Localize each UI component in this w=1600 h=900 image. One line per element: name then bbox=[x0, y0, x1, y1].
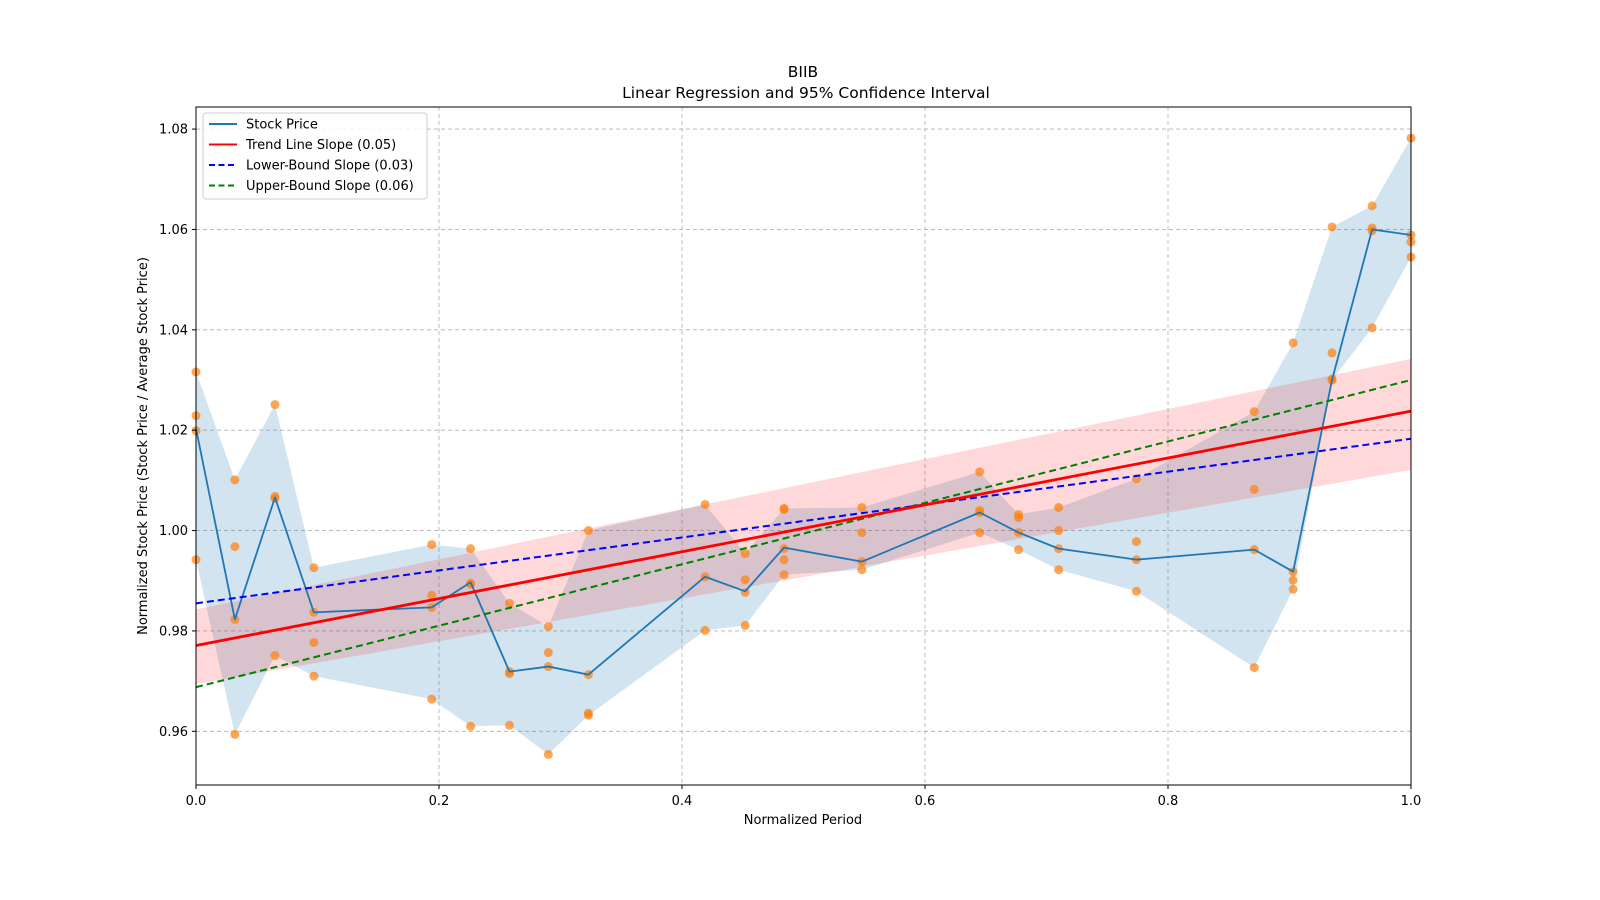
x-tick-label: 0.8 bbox=[1158, 794, 1179, 809]
trend-line bbox=[195, 409, 1412, 647]
scatter-point bbox=[1054, 526, 1064, 536]
scatter-point bbox=[270, 400, 280, 410]
y-tick-label: 0.98 bbox=[159, 624, 188, 639]
scatter-point bbox=[1327, 348, 1337, 358]
legend: Stock Price Trend Line Slope (0.05) Lower-… bbox=[202, 112, 428, 200]
line-layer bbox=[195, 228, 1412, 689]
scatter-point bbox=[740, 587, 750, 597]
scatter-point bbox=[779, 555, 789, 565]
y-axis-ticks: 0.96 0.98 1.00 1.02 1.04 1.06 1.08 bbox=[159, 123, 196, 740]
stock-price-range-band bbox=[196, 138, 1411, 755]
envelope-layer bbox=[196, 138, 1411, 755]
scatter-point bbox=[427, 694, 437, 704]
chart-subtitle: Linear Regression and 95% Confidence Int… bbox=[622, 84, 990, 102]
legend-label: Upper-Bound Slope (0.06) bbox=[246, 179, 414, 194]
scatter-point bbox=[270, 651, 280, 661]
scatter-point bbox=[543, 648, 553, 658]
x-tick-label: 1.0 bbox=[1401, 794, 1422, 809]
scatter-point bbox=[700, 625, 710, 635]
legend-label: Trend Line Slope (0.05) bbox=[245, 138, 396, 153]
scatter-point bbox=[309, 563, 319, 573]
scatter-point bbox=[975, 467, 985, 477]
scatter-point bbox=[857, 565, 867, 575]
scatter-point bbox=[1249, 663, 1259, 673]
legend-label: Stock Price bbox=[246, 118, 318, 133]
scatter-point bbox=[700, 499, 710, 509]
y-tick-label: 1.06 bbox=[159, 223, 188, 238]
scatter-point bbox=[1288, 338, 1298, 348]
legend-label: Lower-Bound Slope (0.03) bbox=[246, 159, 413, 174]
scatter-point bbox=[1131, 586, 1141, 596]
scatter-point bbox=[309, 671, 319, 681]
plot-area bbox=[191, 107, 1416, 785]
x-axis-ticks: 0.0 0.2 0.4 0.6 0.8 1.0 bbox=[186, 785, 1422, 809]
y-tick-label: 1.04 bbox=[159, 323, 188, 338]
x-tick-label: 0.0 bbox=[186, 794, 207, 809]
scatter-point bbox=[504, 598, 514, 608]
scatter-point bbox=[740, 575, 750, 585]
scatter-point bbox=[583, 526, 593, 536]
scatter-point bbox=[779, 504, 789, 514]
scatter-point bbox=[975, 528, 985, 538]
scatter-point bbox=[466, 544, 476, 554]
scatter-point bbox=[1327, 222, 1337, 232]
ci-layer bbox=[196, 358, 1411, 685]
grid-layer bbox=[196, 107, 1411, 785]
scatter-point bbox=[309, 637, 319, 647]
scatter-point bbox=[466, 721, 476, 731]
scatter-point bbox=[1054, 565, 1064, 575]
scatter-point bbox=[583, 710, 593, 720]
x-tick-label: 0.6 bbox=[915, 794, 936, 809]
scatter-point bbox=[1014, 545, 1024, 555]
axes-frame bbox=[195, 106, 1412, 786]
scatter-point bbox=[427, 540, 437, 550]
y-axis-label: Normalized Stock Price (Stock Price / Av… bbox=[136, 257, 151, 635]
x-tick-label: 0.2 bbox=[429, 794, 450, 809]
scatter-point bbox=[1288, 575, 1298, 585]
trend-confidence-band bbox=[196, 358, 1411, 685]
scatter-point bbox=[1249, 484, 1259, 494]
y-tick-label: 1.00 bbox=[159, 524, 188, 539]
scatter-point bbox=[543, 749, 553, 759]
legend-items: Stock Price Trend Line Slope (0.05) Lower-… bbox=[209, 118, 414, 194]
scatter-point bbox=[230, 475, 240, 485]
scatter-point bbox=[1367, 323, 1377, 333]
scatter-point bbox=[1288, 584, 1298, 594]
scatter-point bbox=[740, 620, 750, 630]
scatter-point bbox=[1249, 407, 1259, 417]
scatter-point bbox=[857, 528, 867, 538]
y-tick-label: 0.96 bbox=[159, 725, 188, 740]
scatter-point bbox=[1054, 502, 1064, 512]
scatter-point bbox=[1014, 513, 1024, 523]
scatter-point bbox=[740, 549, 750, 559]
scatter-point bbox=[857, 502, 867, 512]
x-tick-label: 0.4 bbox=[672, 794, 693, 809]
stock-price-line bbox=[195, 228, 1412, 676]
legend-box bbox=[202, 112, 428, 200]
scatter-point bbox=[230, 729, 240, 739]
lower-bound-slope-line bbox=[195, 437, 1412, 605]
scatter-point bbox=[504, 720, 514, 730]
scatter-point bbox=[1367, 201, 1377, 211]
scatter-point bbox=[1131, 537, 1141, 547]
scatter-point bbox=[543, 621, 553, 631]
scatter-point bbox=[230, 542, 240, 552]
scatter-point bbox=[427, 590, 437, 600]
y-tick-label: 1.02 bbox=[159, 424, 188, 439]
chart-title: BIIB bbox=[788, 63, 818, 81]
scatter-point bbox=[779, 570, 789, 580]
y-tick-label: 1.08 bbox=[159, 123, 188, 138]
x-axis-label: Normalized Period bbox=[744, 813, 862, 828]
